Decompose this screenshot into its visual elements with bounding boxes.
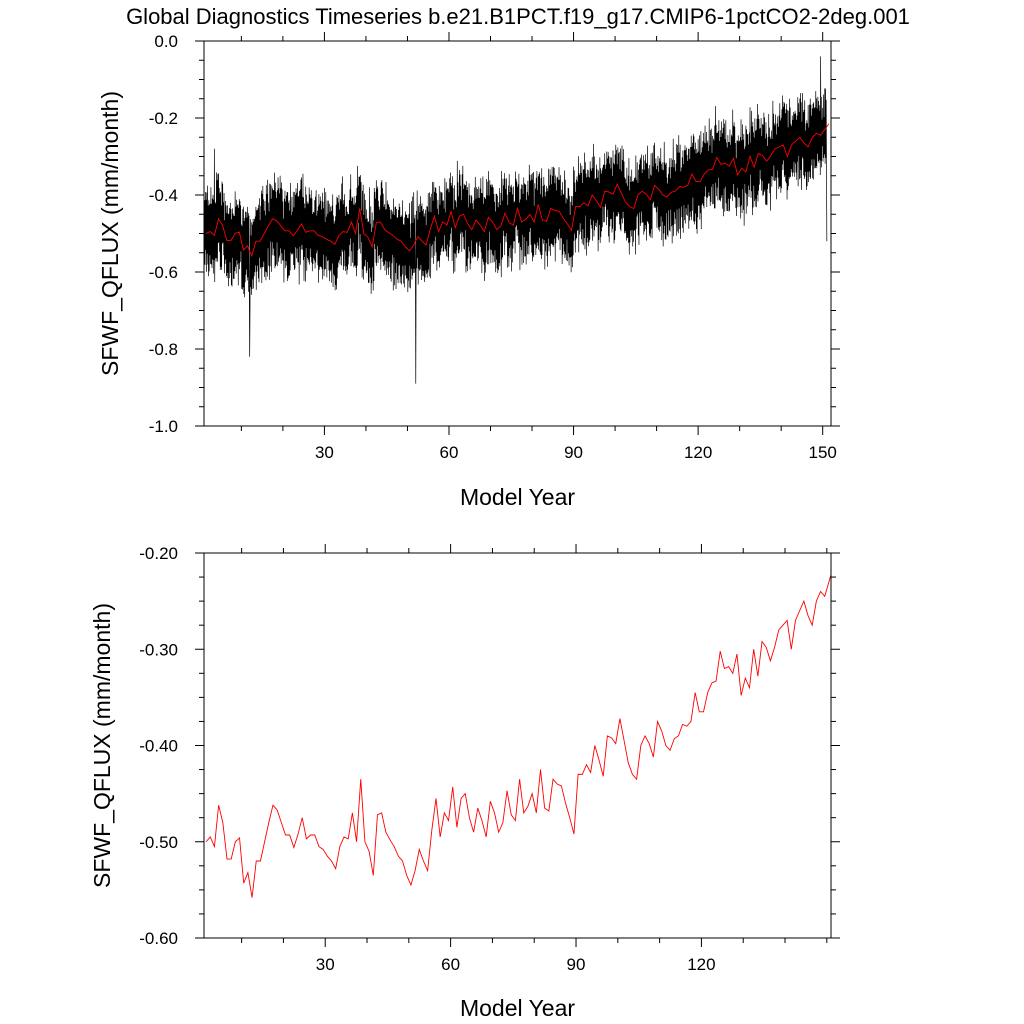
y-tick-label: -0.40 <box>139 737 178 756</box>
x-tick-label: 150 <box>809 443 837 462</box>
y-axis-title: SFWF_QFLUX (mm/month) <box>89 603 115 888</box>
y-tick-label: 0.0 <box>154 32 178 51</box>
y-tick-label: -0.30 <box>139 640 178 659</box>
y-tick-label: -0.20 <box>139 544 178 563</box>
figure-title: Global Diagnostics Timeseries b.e21.B1PC… <box>126 4 910 29</box>
y-tick-label: -0.50 <box>139 833 178 852</box>
y-tick-label: -0.6 <box>149 263 178 282</box>
y-tick-label: -0.60 <box>139 929 178 948</box>
x-tick-label: 60 <box>440 443 459 462</box>
x-axis-title: Model Year <box>460 484 575 510</box>
x-tick-label: 30 <box>316 955 335 974</box>
x-tick-label: 90 <box>564 443 583 462</box>
y-tick-label: -1.0 <box>149 417 178 436</box>
x-tick-label: 60 <box>441 955 460 974</box>
y-tick-label: -0.4 <box>149 186 178 205</box>
annual-mean-series-line <box>205 573 831 898</box>
x-tick-label: 120 <box>684 443 712 462</box>
chart-panel-bottom: 30 60 90 120 -0.60 -0.50 -0.40 -0.30 -0.20 Model … <box>89 544 840 1021</box>
monthly-series-line <box>204 56 828 384</box>
annual-mean-series-line <box>205 123 830 258</box>
y-tick-label: -0.2 <box>149 109 178 128</box>
x-tick-label: 90 <box>567 955 586 974</box>
y-tick-label: -0.8 <box>149 340 178 359</box>
x-tick-label: 120 <box>687 955 715 974</box>
plot-frame <box>203 552 832 939</box>
x-axis-title: Model Year <box>460 995 575 1021</box>
x-tick-label: 30 <box>315 443 334 462</box>
chart-panel-top: 30 60 90 120 150 -1.0 -0.8 -0.6 -0.4 -0.2 0.0 Model… <box>97 32 840 510</box>
y-axis-title: SFWF_QFLUX (mm/month) <box>97 91 123 376</box>
